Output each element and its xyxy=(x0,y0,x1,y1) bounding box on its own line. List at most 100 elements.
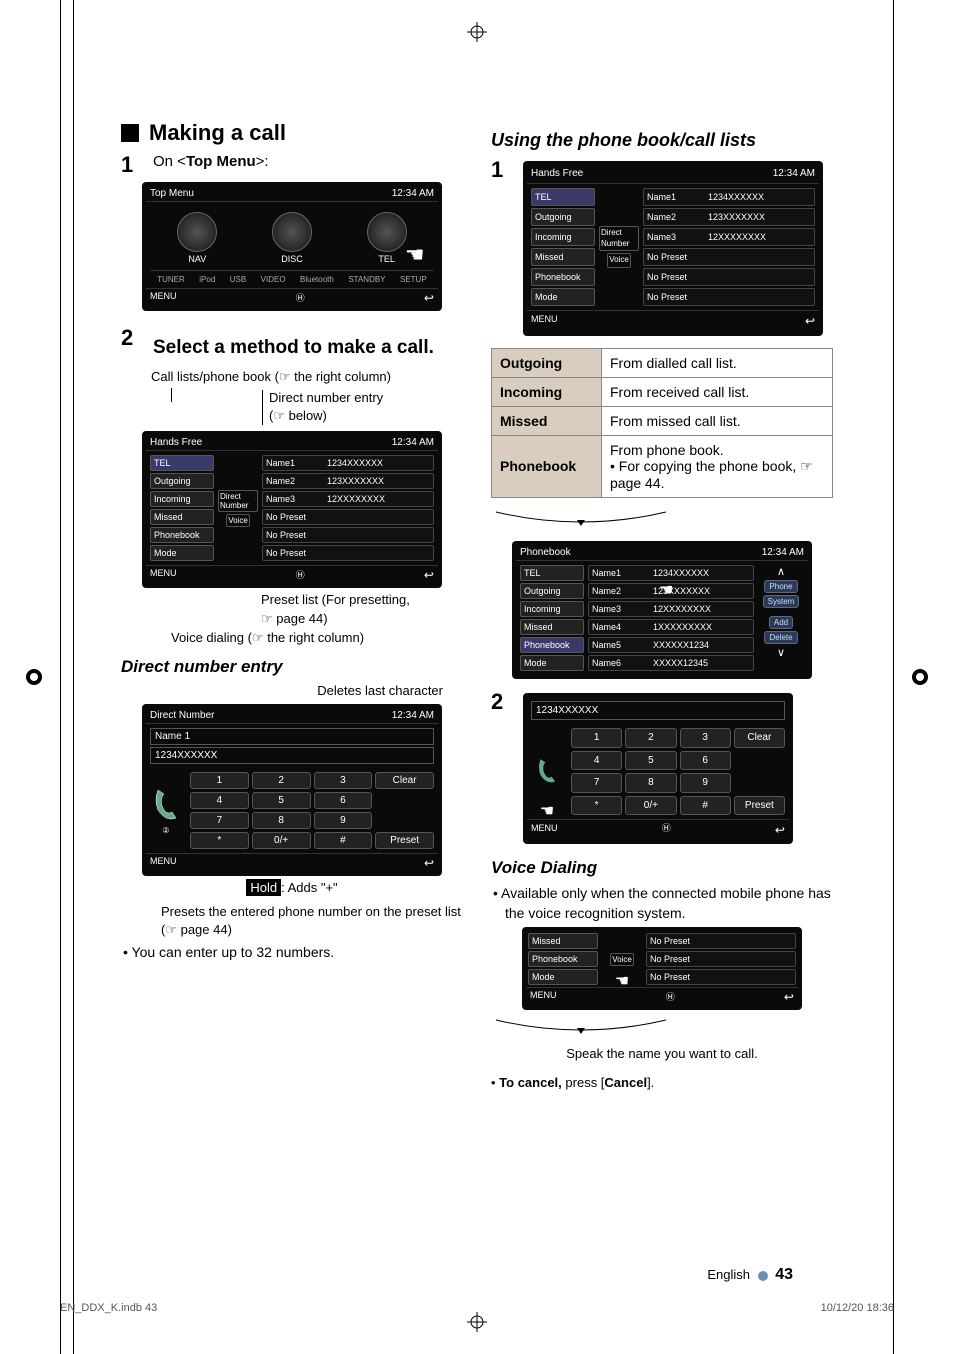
key-preset[interactable]: Preset xyxy=(375,832,434,849)
menu-label[interactable]: MENU xyxy=(531,313,558,329)
key-8[interactable]: 8 xyxy=(625,773,676,793)
direct-number-button[interactable]: Direct Number xyxy=(218,490,258,512)
menu-label[interactable]: MENU xyxy=(150,291,177,305)
return-icon[interactable]: ↩ xyxy=(424,856,434,870)
key-clear[interactable]: Clear xyxy=(375,772,434,789)
side-tel[interactable]: TEL xyxy=(150,455,214,471)
menu-label[interactable]: MENU xyxy=(530,990,557,1004)
preset-row[interactable]: No Preset xyxy=(643,248,815,266)
side-outgoing[interactable]: Outgoing xyxy=(520,583,584,599)
return-icon[interactable]: ↩ xyxy=(775,822,785,838)
return-icon[interactable]: ↩ xyxy=(805,313,815,329)
sub-item[interactable]: STANDBY xyxy=(348,275,385,284)
disc-button[interactable]: DISC xyxy=(262,212,322,264)
side-incoming[interactable]: Incoming xyxy=(531,228,595,246)
preset-row[interactable]: No Preset xyxy=(643,288,815,306)
key-5[interactable]: 5 xyxy=(252,792,311,809)
key-6[interactable]: 6 xyxy=(314,792,373,809)
voice-button[interactable]: Voice xyxy=(610,953,634,966)
menu-label[interactable]: MENU xyxy=(150,568,177,582)
key-9[interactable]: 9 xyxy=(314,812,373,829)
phone-btn[interactable]: Phone xyxy=(764,580,797,593)
key-0[interactable]: 0/+ xyxy=(625,796,676,816)
key-7[interactable]: 7 xyxy=(571,773,622,793)
key-3[interactable]: 3 xyxy=(314,772,373,789)
preset-row[interactable]: No Preset xyxy=(262,545,434,561)
side-incoming[interactable]: Incoming xyxy=(520,601,584,617)
preset-row[interactable]: No Preset xyxy=(262,509,434,525)
key-8[interactable]: 8 xyxy=(252,812,311,829)
side-missed[interactable]: Missed xyxy=(150,509,214,525)
key-2[interactable]: 2 xyxy=(625,728,676,748)
key-star[interactable]: * xyxy=(571,796,622,816)
contact-row[interactable]: Name6XXXXX12345 xyxy=(588,655,754,671)
sub-item[interactable]: VIDEO xyxy=(261,275,286,284)
side-missed[interactable]: Missed xyxy=(520,619,584,635)
side-missed[interactable]: Missed xyxy=(531,248,595,266)
side-phonebook[interactable]: Phonebook xyxy=(150,527,214,543)
delete-btn[interactable]: Delete xyxy=(764,631,797,644)
scroll-up-icon[interactable]: ∧ xyxy=(775,565,787,578)
preset-row[interactable]: Name312XXXXXXXX xyxy=(262,491,434,507)
key-4[interactable]: 4 xyxy=(190,792,249,809)
call-icon[interactable]: ☚ xyxy=(527,724,567,819)
contact-row[interactable]: Name2123XXXXXXX☚ xyxy=(588,583,754,599)
nav-button[interactable]: NAV xyxy=(167,212,227,264)
key-preset[interactable]: Preset xyxy=(734,796,785,816)
scroll-down-icon[interactable]: ∨ xyxy=(775,646,787,659)
sub-item[interactable]: iPod xyxy=(199,275,215,284)
sub-item[interactable]: SETUP xyxy=(400,275,427,284)
menu-label[interactable]: MENU xyxy=(531,822,558,838)
key-hash[interactable]: # xyxy=(314,832,373,849)
direct-number-button[interactable]: Direct Number xyxy=(599,226,639,252)
preset-row[interactable]: No Preset xyxy=(643,268,815,286)
side-phonebook[interactable]: Phonebook xyxy=(520,637,584,653)
contact-row[interactable]: Name5XXXXXX1234 xyxy=(588,637,754,653)
key-5[interactable]: 5 xyxy=(625,751,676,771)
preset-row[interactable]: Name11234XXXXXX xyxy=(643,188,815,206)
return-icon[interactable]: ↩ xyxy=(424,291,434,305)
side-outgoing[interactable]: Outgoing xyxy=(150,473,214,489)
side-tel[interactable]: TEL xyxy=(531,188,595,206)
key-9[interactable]: 9 xyxy=(680,773,731,793)
tel-button[interactable]: TEL☚ xyxy=(357,212,417,264)
key-2[interactable]: 2 xyxy=(252,772,311,789)
preset-row[interactable]: Name2123XXXXXXX xyxy=(262,473,434,489)
sub-item[interactable]: USB xyxy=(230,275,246,284)
sub-item[interactable]: Bluetooth xyxy=(300,275,334,284)
contact-row[interactable]: Name41XXXXXXXXX xyxy=(588,619,754,635)
side-mode[interactable]: Mode xyxy=(150,545,214,561)
key-1[interactable]: 1 xyxy=(571,728,622,748)
side-mode[interactable]: Mode xyxy=(528,969,598,985)
menu-label[interactable]: MENU xyxy=(150,856,177,870)
side-mode[interactable]: Mode xyxy=(520,655,584,671)
side-outgoing[interactable]: Outgoing xyxy=(531,208,595,226)
preset-row[interactable]: Name2123XXXXXXX xyxy=(643,208,815,226)
key-6[interactable]: 6 xyxy=(680,751,731,771)
preset-row[interactable]: Name11234XXXXXX xyxy=(262,455,434,471)
contact-row[interactable]: Name312XXXXXXXX xyxy=(588,601,754,617)
side-missed[interactable]: Missed xyxy=(528,933,598,949)
return-icon[interactable]: ↩ xyxy=(424,568,434,582)
contact-row[interactable]: Name11234XXXXXX xyxy=(588,565,754,581)
voice-button[interactable]: Voice xyxy=(607,253,631,268)
key-0[interactable]: 0/+ xyxy=(252,832,311,849)
key-star[interactable]: * xyxy=(190,832,249,849)
side-tel[interactable]: TEL xyxy=(520,565,584,581)
add-btn[interactable]: Add xyxy=(769,616,793,629)
key-hash[interactable]: # xyxy=(680,796,731,816)
side-incoming[interactable]: Incoming xyxy=(150,491,214,507)
key-1[interactable]: 1 xyxy=(190,772,249,789)
system-btn[interactable]: System xyxy=(763,595,800,608)
side-mode[interactable]: Mode xyxy=(531,288,595,306)
side-phonebook[interactable]: Phonebook xyxy=(528,951,598,967)
sub-item[interactable]: TUNER xyxy=(157,275,185,284)
key-4[interactable]: 4 xyxy=(571,751,622,771)
key-clear[interactable]: Clear xyxy=(734,728,785,748)
key-3[interactable]: 3 xyxy=(680,728,731,748)
side-phonebook[interactable]: Phonebook xyxy=(531,268,595,286)
preset-row[interactable]: No Preset xyxy=(262,527,434,543)
voice-button[interactable]: Voice xyxy=(226,514,250,527)
return-icon[interactable]: ↩ xyxy=(784,990,794,1004)
key-7[interactable]: 7 xyxy=(190,812,249,829)
